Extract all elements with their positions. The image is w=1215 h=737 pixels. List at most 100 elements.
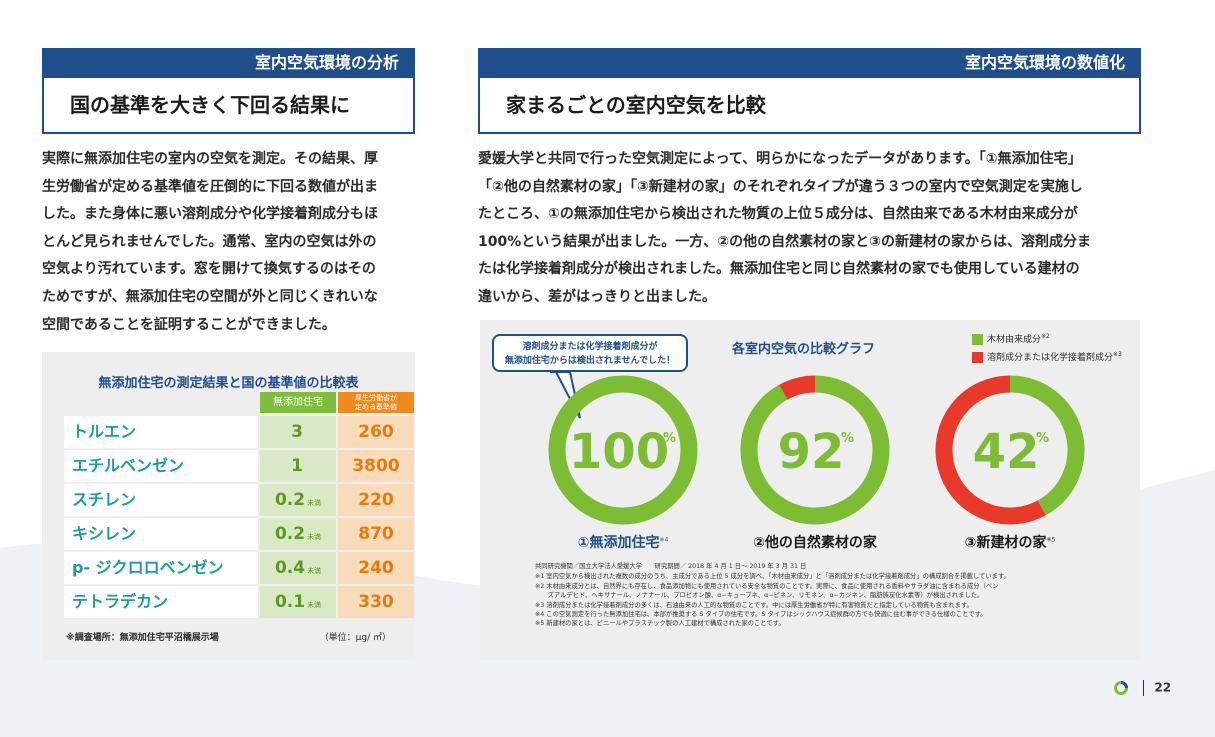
donut-label-text: ③新建材の家 [964, 535, 1047, 551]
mutenka-value: 0.2 [274, 524, 306, 544]
left-body-line: 空間であることを証明することができました。 [42, 316, 336, 333]
donut-charts: 100% 92% 42% [548, 371, 1085, 525]
donut-label-text: ①無添加住宅 [577, 535, 660, 551]
table-header: 無添加住宅 厚生労働省が 定める基準値 [64, 392, 414, 413]
donut-slice-wood [1009, 375, 1085, 516]
substance-name: テトラデカン [64, 586, 258, 618]
donut-slice-solvent [935, 375, 1046, 525]
right-section-category: 室内空気環境の数値化 [478, 48, 1141, 78]
legend-label: 木材由来成分 [987, 335, 1042, 345]
col-header-standard-line1: 厚生労働省が [355, 394, 397, 402]
donut-center-unit: % [1036, 431, 1049, 446]
right-body-line: 「②他の自然素材の家」「③新建材の家」のそれぞれタイプが違う３つの室内で空気測定… [478, 178, 1083, 195]
standard-value: 3800 [338, 450, 414, 482]
substance-name: キシレン [64, 518, 258, 550]
right-section-title: 家まるごとの室内空気を比較 [478, 78, 1141, 134]
mutenka-value: 3 [291, 422, 303, 442]
chart-title: 各室内空気の比較グラフ [732, 342, 876, 357]
donut-center-value: 42 [973, 424, 1040, 480]
standard-value: 260 [338, 416, 414, 448]
note-line: ※2 木材由来成分とは、自然界にも存在し、食品添加物にも使用されている安全な物質… [535, 582, 999, 590]
right-body-line: たは化学接着剤成分が検出されました。無添加住宅と同じ自然素材の家でも使用している… [478, 261, 1080, 278]
table-title: 無添加住宅の測定結果と国の基準値の比較表 [98, 376, 359, 391]
mutenka-value-cell: 0.1 未満 [260, 586, 336, 618]
note-line: 共同研究機関／国立大学法人愛媛大学 研究期間／ 2018 年 4 月 1 日～ … [535, 563, 807, 570]
table-row: テトラデカン 0.1 未満 330 [64, 586, 414, 620]
mutenka-value-unit: 未満 [307, 499, 322, 507]
table-row: トルエン 3 260 [64, 416, 414, 450]
callout-pointer [550, 371, 581, 419]
callout-line1: 溶剤成分または化学接着剤成分が [522, 342, 658, 352]
donut-center-value: 100 [569, 424, 669, 480]
callout-bubble: 溶剤成分または化学接着剤成分が 無添加住宅からは検出されませんでした！ [492, 334, 688, 372]
comparison-chart-panel: 溶剤成分または化学接着剤成分が 無添加住宅からは検出されませんでした！ 100%… [480, 320, 1140, 660]
right-body-line: 100%という結果が出ました。一方、②の他の自然素材の家と③の新建材の家からは、… [478, 233, 1091, 250]
legend-item: 溶剤成分または化学接着剤成分※3 [972, 350, 1122, 363]
left-section-category: 室内空気環境の分析 [42, 48, 415, 78]
donut-center-value: 92 [778, 424, 845, 480]
col-header-standard: 厚生労働省が 定める基準値 [338, 392, 414, 413]
right-body-line: たところ、①の無添加住宅から検出された物質の上位５成分は、自然由来である木材由来… [478, 206, 1078, 223]
note-line: ※4 この空気測定を行った無添加住宅は、本部が推奨する S タイプの住宅です。S… [535, 611, 987, 619]
left-body-line: ためですが、無添加住宅の空間が外と同じくきれいな [42, 288, 378, 305]
comparison-table: 無添加住宅 厚生労働省が 定める基準値 トルエン 3 260 エチルベンゼン 1 3800… [64, 392, 414, 620]
legend-note: ※3 [1113, 351, 1122, 358]
col-header-standard-line2: 定める基準値 [355, 403, 397, 411]
table-row: スチレン 0.2 未満 220 [64, 484, 414, 518]
mutenka-value: 0.1 [274, 592, 306, 612]
donut-slice-wood [548, 375, 698, 525]
standard-value: 870 [338, 518, 414, 550]
donut-label: ③新建材の家※5 [925, 532, 1095, 552]
left-body-line: 実際に無添加住宅の室内の空気を測定。その結果、厚 [42, 151, 378, 167]
standard-value: 330 [338, 586, 414, 618]
callout-line2: 無添加住宅からは検出されませんでした！ [504, 356, 676, 366]
left-section-title: 国の基準を大きく下回る結果に [42, 78, 415, 134]
col-header-mutenka: 無添加住宅 [260, 392, 336, 413]
logo-icon [1114, 681, 1128, 695]
mutenka-value-cell: 0.2 未満 [260, 484, 336, 516]
donut-label: ①無添加住宅※4 [538, 532, 708, 552]
page-number: 22 [1154, 680, 1172, 695]
mutenka-value: 1 [291, 456, 303, 476]
right-body-line: 愛媛大学と共同で行った空気測定によって、明らかになったデータがあります。「①無添… [478, 151, 1082, 167]
mutenka-value-unit: 未満 [307, 567, 322, 575]
substance-name: エチルベンゼン [64, 450, 258, 482]
legend-item: 木材由来成分※2 [972, 332, 1050, 345]
table-row: キシレン 0.2 未満 870 [64, 518, 414, 552]
mutenka-value: 0.2 [274, 490, 306, 510]
donut-slice-wood [740, 375, 890, 525]
substance-name: p- ジクロロベンゼン [64, 552, 258, 584]
mutenka-value-unit: 未満 [307, 533, 322, 541]
standard-value: 240 [338, 552, 414, 584]
page-footer: 22 [1113, 680, 1171, 696]
donut-center-unit: % [841, 431, 854, 446]
chart-notes: 共同研究機関／国立大学法人愛媛大学 研究期間／ 2018 年 4 月 1 日～ … [535, 562, 1115, 629]
standard-value: 220 [338, 484, 414, 516]
left-body-line: 生労働省が定める基準値を圧倒的に下回る数値が出ま [42, 178, 378, 195]
donut-label-text: ②他の自然素材の家 [753, 535, 877, 551]
left-section: 室内空気環境の分析 国の基準を大きく下回る結果に [42, 48, 415, 134]
legend-swatch [972, 352, 983, 363]
note-line: ズアルデヒド、ヘキサナール、ノナナール、プロピオン酸、α−キューブネ、α−ピネン… [535, 592, 984, 600]
page-divider [1143, 680, 1145, 696]
table-unit-note: （単位：μg/ ㎥） [319, 633, 391, 643]
right-body-line: 違いから、差がはっきりと出ました。 [478, 288, 716, 305]
legend-note: ※2 [1041, 333, 1050, 340]
mutenka-value-cell: 0.4 未満 [260, 552, 336, 584]
note-line: ※3 溶剤成分または化学接着剤成分の多くは、石油由来の人工的な物質のことです。中… [535, 601, 973, 609]
table-footnote: ※調査場所：無添加住宅平沼橋展示場 [66, 633, 219, 643]
donut-label: ②他の自然素材の家 [730, 532, 900, 552]
mutenka-value-cell: 3 [260, 416, 336, 448]
left-body-line: とんど見られませんでした。通常、室内の空気は外の [42, 233, 377, 250]
right-section: 室内空気環境の数値化 家まるごとの室内空気を比較 [478, 48, 1141, 134]
right-body-text: 愛媛大学と共同で行った空気測定によって、明らかになったデータがあります。「①無添… [478, 146, 1148, 312]
legend-swatch [972, 334, 983, 345]
donut-slice-solvent [779, 375, 816, 400]
left-body-text: 実際に無添加住宅の室内の空気を測定。その結果、厚 生労働省が定める基準値を圧倒的に… [42, 146, 422, 339]
mutenka-value-cell: 1 [260, 450, 336, 482]
donut-center-unit: % [663, 431, 676, 446]
substance-name: スチレン [64, 484, 258, 516]
left-body-line: した。また身体に悪い溶剤成分や化学接着剤成分もほ [42, 206, 378, 223]
comparison-table-panel: 無添加住宅の測定結果と国の基準値の比較表 無添加住宅 厚生労働省が 定める基準値… [42, 352, 415, 660]
donut-label-note: ※5 [1046, 536, 1056, 544]
